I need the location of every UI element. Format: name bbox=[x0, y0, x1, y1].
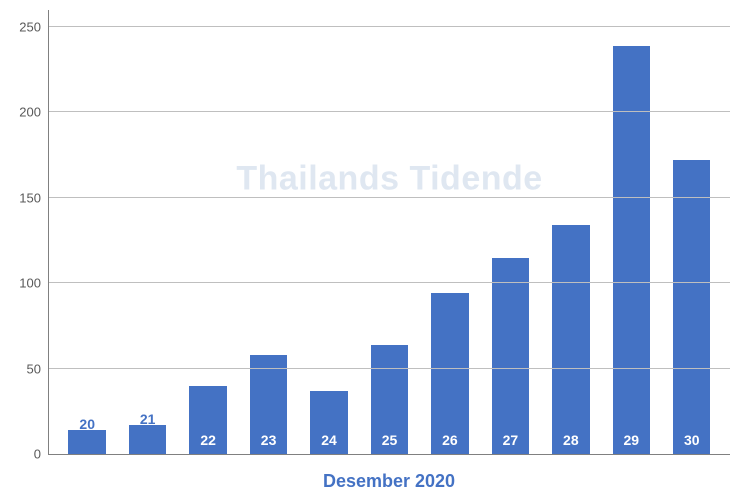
plot-area: Thailands Tidende 2021222324252627282930… bbox=[48, 10, 730, 455]
bar-slot: 27 bbox=[480, 10, 540, 454]
y-tick-label: 50 bbox=[27, 361, 49, 376]
bar: 25 bbox=[371, 345, 408, 454]
gridline bbox=[49, 282, 730, 283]
gridline bbox=[49, 111, 730, 112]
bar: 23 bbox=[250, 355, 287, 454]
bar: 24 bbox=[310, 391, 347, 454]
gridline bbox=[49, 453, 730, 454]
bars-row: 20 21 22 23 24 25 26 27 28 29 30 bbox=[49, 10, 730, 454]
bar-slot: 29 bbox=[601, 10, 661, 454]
gridline bbox=[49, 26, 730, 27]
bar-category-label: 25 bbox=[382, 432, 398, 448]
bar: 26 bbox=[431, 293, 468, 454]
bar: 29 bbox=[613, 46, 650, 454]
bar-slot: 25 bbox=[359, 10, 419, 454]
y-tick-label: 0 bbox=[34, 447, 49, 462]
bar-category-label: 21 bbox=[129, 411, 166, 427]
bar-category-label: 20 bbox=[68, 416, 105, 432]
bar-slot: 23 bbox=[238, 10, 298, 454]
y-tick-label: 100 bbox=[19, 276, 49, 291]
bar-slot: 24 bbox=[299, 10, 359, 454]
bar-category-label: 23 bbox=[261, 432, 277, 448]
y-tick-label: 250 bbox=[19, 20, 49, 35]
bar-slot: 30 bbox=[662, 10, 722, 454]
x-axis-title: Desember 2020 bbox=[48, 471, 730, 492]
bar-category-label: 27 bbox=[503, 432, 519, 448]
y-tick-label: 200 bbox=[19, 105, 49, 120]
bar: 20 bbox=[68, 430, 105, 454]
bar-category-label: 22 bbox=[200, 432, 216, 448]
bar-category-label: 24 bbox=[321, 432, 337, 448]
bar: 30 bbox=[673, 160, 710, 454]
bar-slot: 28 bbox=[541, 10, 601, 454]
y-tick-label: 150 bbox=[19, 190, 49, 205]
bar-category-label: 28 bbox=[563, 432, 579, 448]
bar-slot: 22 bbox=[178, 10, 238, 454]
bar-category-label: 30 bbox=[684, 432, 700, 448]
bar-slot: 21 bbox=[117, 10, 177, 454]
bar: 27 bbox=[492, 258, 529, 454]
bar: 22 bbox=[189, 386, 226, 454]
bar: 28 bbox=[552, 225, 589, 454]
bar: 21 bbox=[129, 425, 166, 454]
bar-slot: 26 bbox=[420, 10, 480, 454]
bar-category-label: 29 bbox=[624, 432, 640, 448]
gridline bbox=[49, 197, 730, 198]
bar-slot: 20 bbox=[57, 10, 117, 454]
gridline bbox=[49, 368, 730, 369]
bar-category-label: 26 bbox=[442, 432, 458, 448]
chart-container: Thailands Tidende 2021222324252627282930… bbox=[48, 10, 730, 455]
